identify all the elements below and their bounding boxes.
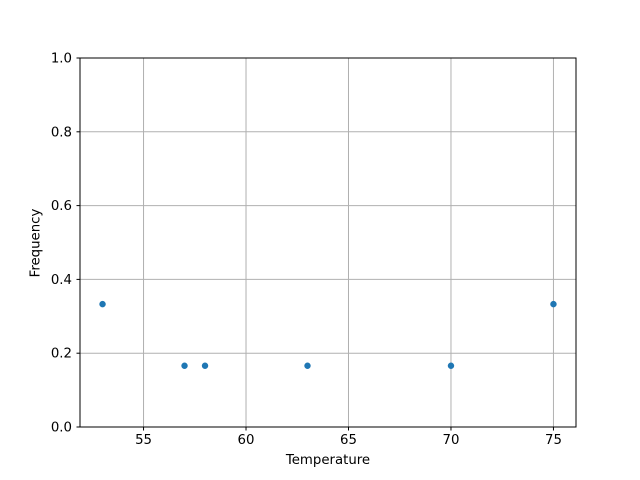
x-tick-label: 65 (340, 433, 357, 448)
data-point (181, 362, 188, 369)
data-point (304, 362, 311, 369)
x-tick-label: 55 (135, 433, 152, 448)
data-point (550, 300, 557, 308)
x-tick-label: 75 (545, 433, 562, 448)
y-tick-label: 0.6 (51, 199, 72, 214)
x-tick-label: 70 (443, 433, 460, 448)
y-tick-label: 1.0 (51, 52, 72, 67)
data-point (201, 362, 209, 369)
x-axis-label: Temperature (285, 453, 371, 468)
data-point (447, 362, 455, 369)
y-tick-label: 0.2 (51, 347, 72, 362)
y-tick-label: 0.4 (51, 273, 72, 288)
y-tick-label: 0.8 (51, 125, 72, 140)
x-tick-label: 60 (238, 433, 255, 448)
plot-border (79, 57, 577, 428)
data-point (99, 300, 106, 308)
y-tick-label: 0.0 (51, 421, 72, 436)
y-axis-label: Frequency (28, 208, 44, 277)
